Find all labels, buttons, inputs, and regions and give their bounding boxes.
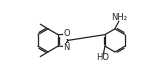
Text: NH₂: NH₂: [112, 13, 128, 22]
Text: O: O: [63, 29, 70, 38]
Text: N: N: [63, 43, 70, 52]
Text: HO: HO: [96, 53, 109, 62]
